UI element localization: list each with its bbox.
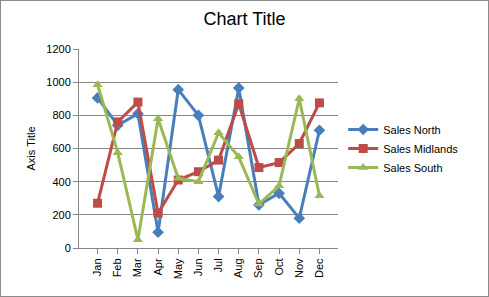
svg-text:Mar: Mar bbox=[131, 258, 143, 277]
svg-text:Axis Title: Axis Title bbox=[25, 126, 37, 170]
svg-text:Nov: Nov bbox=[293, 258, 305, 278]
svg-text:0: 0 bbox=[65, 242, 71, 254]
svg-text:Sales South: Sales South bbox=[383, 162, 442, 174]
svg-text:Sales North: Sales North bbox=[383, 124, 440, 136]
svg-text:Sales Midlands: Sales Midlands bbox=[383, 143, 458, 155]
svg-text:Jul: Jul bbox=[212, 258, 224, 272]
svg-text:1000: 1000 bbox=[46, 76, 70, 88]
svg-text:600: 600 bbox=[52, 142, 70, 154]
svg-text:400: 400 bbox=[52, 176, 70, 188]
svg-text:800: 800 bbox=[52, 109, 70, 121]
svg-text:Chart Title: Chart Title bbox=[203, 9, 285, 29]
svg-text:Jan: Jan bbox=[91, 258, 103, 276]
svg-text:1200: 1200 bbox=[46, 43, 70, 55]
svg-text:Sep: Sep bbox=[252, 258, 264, 278]
svg-text:200: 200 bbox=[52, 209, 70, 221]
svg-text:Oct: Oct bbox=[273, 258, 285, 275]
svg-text:Jun: Jun bbox=[192, 258, 204, 276]
svg-text:Apr: Apr bbox=[152, 258, 164, 275]
svg-text:Aug: Aug bbox=[232, 258, 244, 278]
svg-text:Feb: Feb bbox=[111, 258, 123, 277]
svg-text:Dec: Dec bbox=[313, 258, 325, 278]
svg-text:May: May bbox=[172, 258, 184, 279]
